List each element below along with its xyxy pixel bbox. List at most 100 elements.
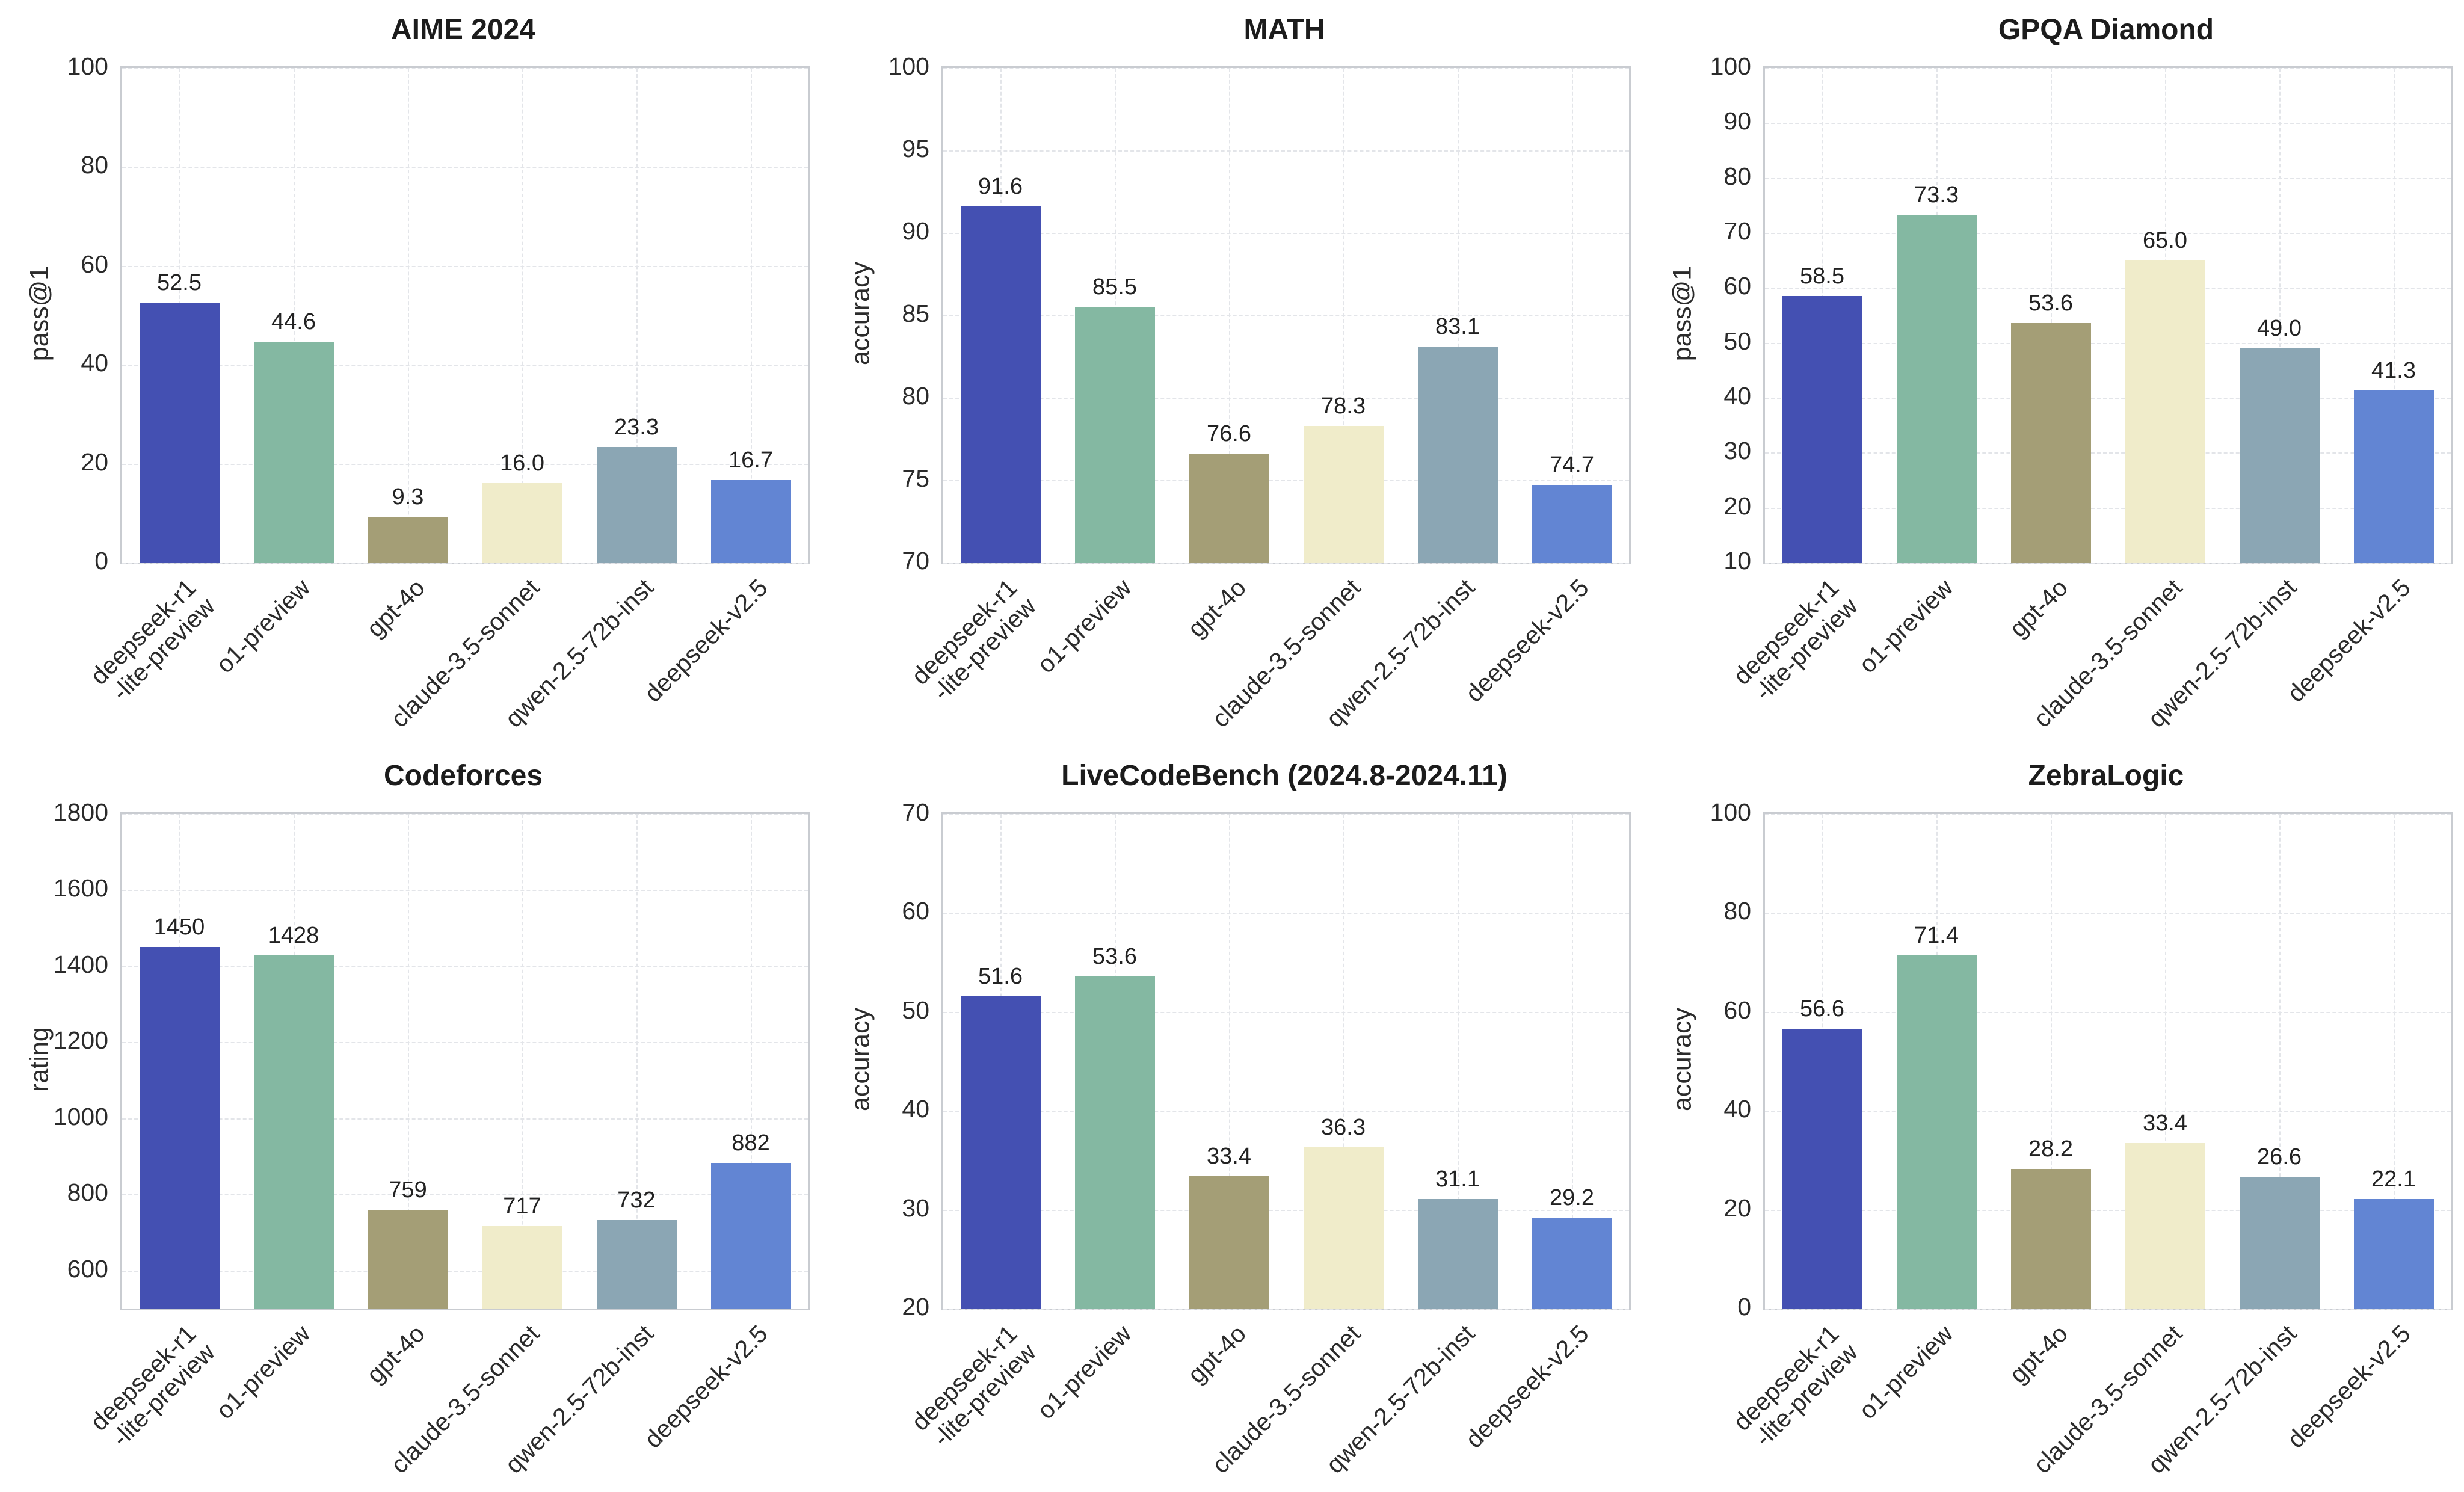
x-tick-label: gpt-4o [1182,1319,1251,1389]
x-tick-label: o1-preview [1032,573,1137,679]
bar [1896,955,1977,1309]
bar [1303,1147,1384,1309]
bar [1896,214,1977,563]
x-tick-label: deepseek-v2.5 [2282,1319,2416,1454]
x-tick-label: o1-preview [211,573,316,679]
bar-value-label: 85.5 [1092,274,1137,300]
bar-value-label: 22.1 [2371,1167,2416,1192]
bar [253,342,334,563]
x-gridline [408,814,409,1309]
y-tick-label: 30 [1723,437,1751,465]
y-gridline [1765,288,2451,289]
bar-value-label: 91.6 [978,174,1023,200]
bar [710,1163,791,1309]
x-gridline [636,68,638,563]
x-gridline [1343,814,1344,1309]
y-gridline [122,68,808,69]
y-tick-label: 1800 [53,798,108,826]
bar-value-label: 58.5 [1800,264,1844,289]
x-tick-label: gpt-4o [2004,573,2073,643]
y-tick-label: 80 [81,151,108,179]
bar [2125,1143,2205,1309]
y-gridline [1765,1011,2451,1013]
x-gridline [1572,814,1573,1309]
y-tick-label: 40 [1723,382,1751,410]
y-gridline [943,563,1629,564]
x-gridline [2279,814,2281,1309]
bar-value-label: 56.6 [1800,996,1844,1022]
y-tick-label: 70 [902,798,929,826]
bar-value-label: 33.4 [1207,1143,1251,1169]
y-tick-label: 1600 [53,874,108,902]
bar-value-label: 31.1 [1435,1166,1480,1192]
bar-value-label: 9.3 [392,484,424,510]
x-tick-label: deepseek-r1 -lite-preview [906,573,1042,706]
y-gridline [122,1194,808,1196]
plot-area: 1450 1428 759 717 732 882 [120,812,810,1310]
x-tick-label: deepseek-v2.5 [639,1319,773,1454]
x-gridline [636,814,638,1309]
chart-title: GPQA Diamond [1998,14,2214,46]
bar-value-label: 36.3 [1321,1115,1366,1141]
y-gridline [1765,68,2451,69]
bar [2125,260,2205,563]
y-gridline [1765,398,2451,399]
bar-value-label: 717 [503,1193,541,1219]
bar-value-label: 74.7 [1550,452,1594,478]
x-gridline [294,68,295,563]
chart-panel: LiveCodeBench (2024.8-2024.11) accuracy 51… [821,746,1642,1492]
x-tick-label: deepseek-r1 -lite-preview [906,1319,1042,1452]
bar [1074,976,1155,1309]
y-gridline [943,480,1629,481]
x-gridline [2394,814,2395,1309]
y-tick-label: 80 [902,382,929,410]
x-gridline [522,68,523,563]
chart-title: AIME 2024 [390,14,536,46]
y-gridline [122,265,808,267]
x-gridline [1572,68,1573,563]
x-gridline [1229,814,1230,1309]
y-gridline [1765,1209,2451,1211]
y-gridline [1765,507,2451,509]
bar-value-label: 52.5 [157,270,202,296]
y-gridline [943,1011,1629,1013]
x-gridline [1458,814,1459,1309]
y-tick-label: 30 [902,1194,929,1222]
x-tick-label: deepseek-v2.5 [1460,573,1594,708]
x-gridline [1458,68,1459,563]
bar-value-label: 1450 [153,914,205,940]
x-tick-label: o1-preview [211,1319,316,1425]
chart-panel: GPQA Diamond pass@1 58.5 73.3 53.6 65.0 49.0 41… [1643,0,2464,746]
y-tick-label: 60 [1723,272,1751,300]
x-tick-label: deepseek-r1 -lite-preview [1728,573,1864,706]
bar-value-label: 33.4 [2143,1111,2187,1136]
chart-panel: MATH accuracy 91.6 85.5 76.6 78.3 83.1 74.7 70 75… [821,0,1642,746]
bar [710,479,791,563]
bar [1074,307,1155,563]
y-tick-label: 75 [902,464,929,492]
bar-value-label: 882 [732,1130,770,1156]
y-gridline [122,890,808,892]
y-tick-label: 100 [1710,52,1751,80]
y-axis-label: pass@1 [25,265,54,362]
y-tick-label: 50 [1723,327,1751,355]
y-tick-label: 10 [1723,547,1751,575]
bar-value-label: 759 [389,1177,427,1203]
y-gridline [1765,452,2451,454]
plot-area: 58.5 73.3 53.6 65.0 49.0 41.3 [1763,66,2453,564]
y-tick-label: 70 [902,547,929,575]
y-gridline [122,1042,808,1044]
y-tick-label: 60 [1723,996,1751,1024]
y-tick-label: 20 [902,1293,929,1321]
y-gridline [943,913,1629,914]
bar-value-label: 73.3 [1914,182,1959,208]
bar [368,516,448,563]
x-tick-label: gpt-4o [2004,1319,2073,1389]
bar [596,447,677,563]
y-tick-label: 40 [81,349,108,377]
x-tick-label: deepseek-v2.5 [639,573,773,708]
bar-value-label: 16.7 [728,447,773,473]
y-gridline [1765,233,2451,234]
y-gridline [943,68,1629,69]
bar [1782,1028,1862,1309]
